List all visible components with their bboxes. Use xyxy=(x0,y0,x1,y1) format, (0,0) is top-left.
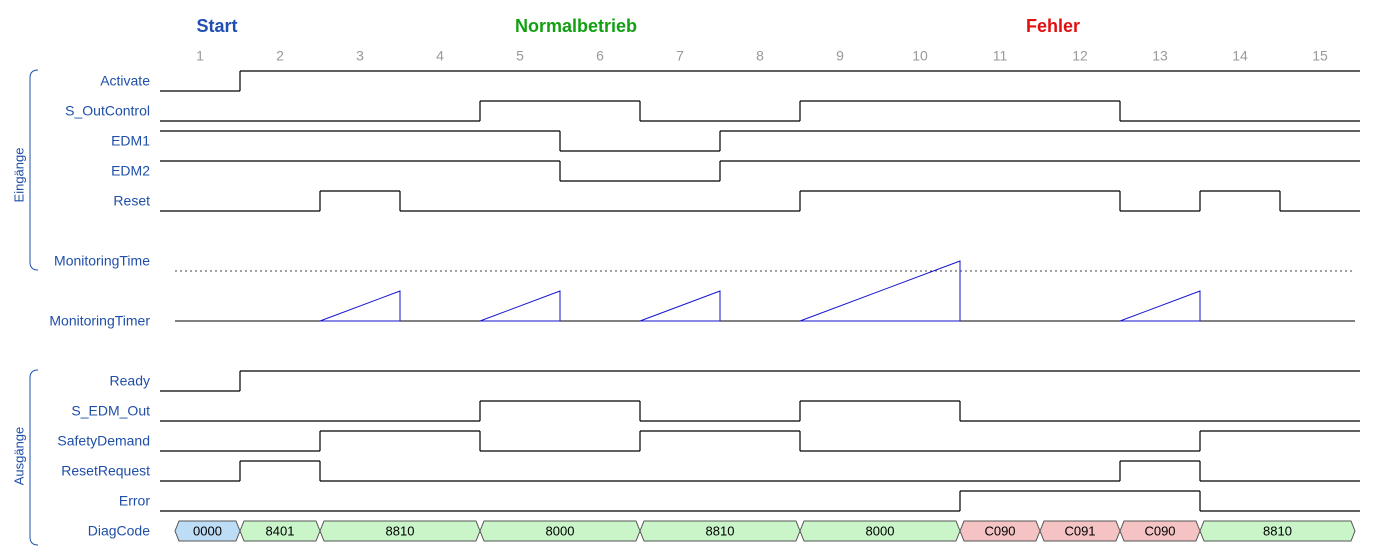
signal-label: SafetyDemand xyxy=(57,433,150,449)
column-number: 8 xyxy=(756,48,764,64)
signal-label: EDM2 xyxy=(111,163,150,179)
diag-code: 8000 xyxy=(546,523,575,538)
column-number: 14 xyxy=(1232,48,1248,64)
timer-ramp xyxy=(799,260,961,322)
column-number: 9 xyxy=(836,48,844,64)
timer-ramp xyxy=(639,290,721,322)
signal-label: Reset xyxy=(113,193,150,209)
signal-label: ResetRequest xyxy=(61,463,150,479)
column-number: 7 xyxy=(676,48,684,64)
group-bracket xyxy=(29,369,39,546)
diag-code: 8810 xyxy=(1263,523,1292,538)
timer-ramp xyxy=(479,290,561,322)
signal-label: S_OutControl xyxy=(65,103,150,119)
signal-label: EDM1 xyxy=(111,133,150,149)
phase-title: Normalbetrieb xyxy=(515,16,637,36)
diag-code: 0000 xyxy=(193,523,222,538)
column-number: 1 xyxy=(196,48,204,64)
group-label: Eingänge xyxy=(11,148,26,203)
column-number: 13 xyxy=(1152,48,1168,64)
diag-code: 8810 xyxy=(706,523,735,538)
signal-label: S_EDM_Out xyxy=(71,403,150,419)
column-number: 10 xyxy=(912,48,928,64)
signal-label: MonitoringTimer xyxy=(49,313,150,329)
diag-code: C090 xyxy=(1144,523,1175,538)
phase-title: Start xyxy=(196,16,237,36)
phase-title: Fehler xyxy=(1026,16,1080,36)
signal-label: DiagCode xyxy=(88,523,150,539)
diag-box xyxy=(1199,520,1356,542)
column-number: 5 xyxy=(516,48,524,64)
signal-label: MonitoringTime xyxy=(54,253,150,269)
column-number: 6 xyxy=(596,48,604,64)
column-number: 4 xyxy=(436,48,444,64)
column-number: 2 xyxy=(276,48,284,64)
timer-ramp xyxy=(1119,290,1201,322)
timer-ramp xyxy=(319,290,401,322)
diag-code: C090 xyxy=(984,523,1015,538)
diag-code: 8000 xyxy=(866,523,895,538)
signal-label: Ready xyxy=(110,373,150,389)
column-number: 3 xyxy=(356,48,364,64)
group-bracket xyxy=(29,69,39,271)
column-number: 15 xyxy=(1312,48,1328,64)
column-number: 11 xyxy=(993,48,1008,64)
group-label: Ausgänge xyxy=(11,427,26,486)
diag-code: 8810 xyxy=(386,523,415,538)
diag-code: C091 xyxy=(1064,523,1095,538)
diag-code: 8401 xyxy=(266,523,295,538)
signal-label: Error xyxy=(119,493,150,509)
signal-label: Activate xyxy=(100,73,150,89)
column-number: 12 xyxy=(1072,48,1088,64)
